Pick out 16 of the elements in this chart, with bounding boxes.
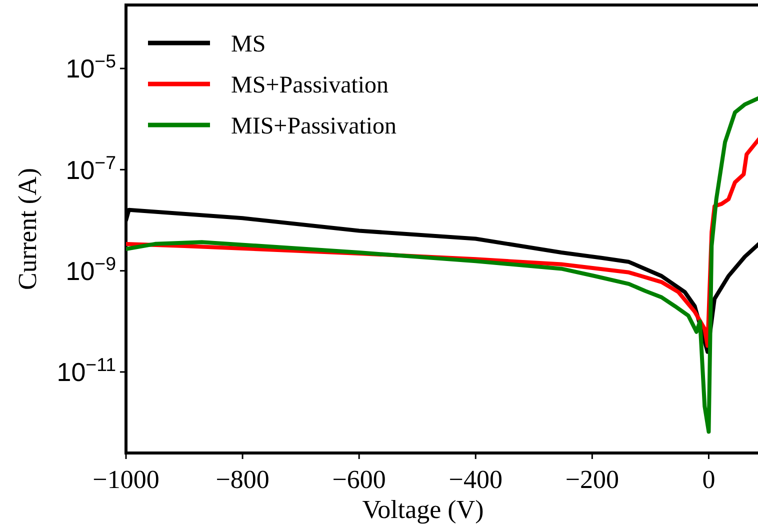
y-tick-label: 10$^{−11}$ [56,354,116,388]
x-tick-label: −600 [332,465,386,494]
y-tick-label: 10$^{−9}$ [66,252,116,286]
x-tick-label: −400 [448,465,502,494]
line-series [126,96,758,434]
x-tick-label: −1000 [92,465,160,494]
x-tick-label: −200 [565,465,620,494]
x-tick-label: 0 [702,465,716,494]
y-axis-title: Current (A) [13,168,42,290]
legend-label: MS [231,31,266,58]
x-tick-label: −800 [216,465,270,494]
y-tick-label: 10$^{−5}$ [66,50,116,84]
x-axis-title: Voltage (V) [362,495,484,524]
legend-label: MIS+Passivation [231,113,397,140]
legend-label: MS+Passivation [231,72,389,98]
y-tick-label: 10$^{−7}$ [66,151,116,185]
